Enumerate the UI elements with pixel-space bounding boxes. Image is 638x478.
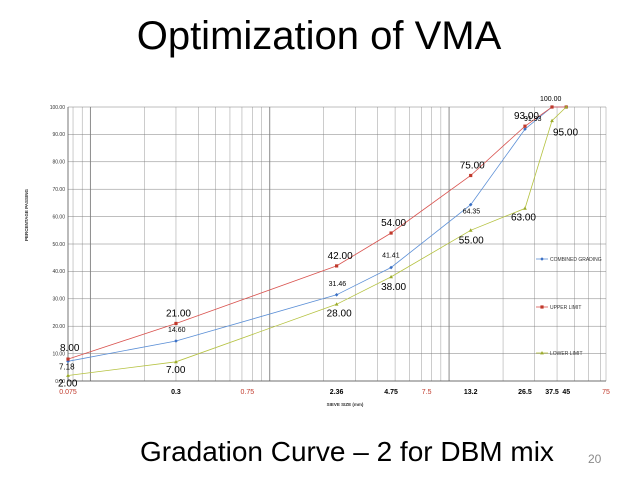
data-labels: 7.18 14.60 31.46 41.41 64.35 91.93 8.00 21.00 42… [58,96,578,390]
y-tick-label: 0.00 [55,379,65,385]
data-label-lower: 63.00 [511,212,536,223]
y-tick-label: 50.00 [52,242,65,248]
data-label-lower: 55.00 [459,235,484,246]
x-tick-label: 2.36 [330,389,344,396]
marker-lower [468,228,473,232]
data-label-lower: 28.00 [327,308,352,319]
x-tick-label: 75 [602,389,610,396]
marker-upper [389,231,393,235]
marker-lower [389,274,393,279]
x-tick-label: 45 [562,389,570,396]
legend-marker-combined [540,257,544,261]
series-lines [67,106,567,376]
y-tick-label: 20.00 [52,324,65,330]
slide-title: Optimization of VMA [136,14,502,58]
y-tick-label: 40.00 [52,269,65,275]
x-tick-label: 37.5 [545,389,559,396]
marker-lower [550,118,554,123]
marker-lower [523,206,527,210]
marker-lower [66,373,70,377]
series-line-lower [67,106,567,376]
y-tick-label: 90.00 [52,132,65,138]
x-tick-label: 7.5 [422,389,432,396]
x-tick-label: 26.5 [518,389,532,396]
data-label-upper: 8.00 [60,343,80,354]
data-label-lower: 95.00 [553,128,578,139]
chart-legend: COMBINED GRADING UPPER LIMIT LOWER LIMIT [536,257,602,357]
series-line-combined [67,106,567,362]
marker-combined [468,202,473,207]
data-label-combined: 14.60 [168,327,186,334]
data-label-upper: 93.00 [514,111,539,122]
data-label-upper: 100.00 [540,96,562,103]
data-label-lower: 2.00 [58,379,78,390]
marker-combined [334,292,339,297]
series-markers [66,105,569,377]
y-tick-label: 30.00 [52,297,65,303]
data-label-combined: 64.35 [463,209,481,216]
data-label-combined: 31.46 [329,281,347,288]
data-label-lower: 7.00 [166,365,186,376]
series-line-upper [67,106,567,360]
marker-upper [469,173,473,178]
legend-marker-lower [540,351,544,355]
slide-number: 20 [588,452,602,466]
chart-grid [68,106,607,382]
marker-lower [564,105,569,109]
data-label-lower: 38.00 [381,282,406,293]
data-label-upper: 21.00 [166,308,191,319]
data-label-upper: 75.00 [460,161,485,172]
marker-lower [334,302,339,306]
legend-label-upper: UPPER LIMIT [550,305,581,311]
legend-label-lower: LOWER LIMIT [550,351,583,357]
slide-subtitle: Gradation Curve – 2 for DBM mix [140,436,554,467]
data-label-combined: 91.93 [524,116,542,123]
y-tick-label: 70.00 [52,187,65,193]
marker-combined [174,339,178,343]
data-label-combined: 41.41 [382,253,400,260]
x-tick-label: 0.075 [59,389,77,396]
x-tick-label: 0.3 [171,389,181,396]
legend-label-combined: COMBINED GRADING [550,257,602,263]
y-axis-title: PERCENTAGE PASSING [24,188,29,241]
marker-lower [174,359,178,364]
data-label-upper: 42.00 [328,251,353,262]
x-tick-label: 4.75 [384,389,398,396]
marker-upper [335,264,339,268]
x-tick-label: 13.2 [464,389,478,396]
data-label-combined: 7.18 [59,362,75,371]
x-axis-title: SIEVE SIZE (mm) [327,402,364,407]
data-label-upper: 54.00 [381,218,406,229]
marker-upper [550,105,554,109]
marker-upper [174,321,178,326]
x-tick-label: 0.75 [241,389,255,396]
y-tick-label: 10.00 [52,351,65,357]
marker-combined [66,359,70,364]
marker-combined [389,265,393,270]
marker-upper [523,124,527,128]
y-tick-label: 60.00 [52,214,65,220]
y-tick-label: 100.00 [50,105,66,111]
chart-axes: 0.00 10.00 20.00 30.00 40.00 50.00 60.00 70.00 8… [50,105,610,396]
y-tick-label: 80.00 [52,160,65,166]
marker-combined [523,127,527,131]
marker-upper [66,357,70,361]
legend-marker-upper [540,305,544,309]
